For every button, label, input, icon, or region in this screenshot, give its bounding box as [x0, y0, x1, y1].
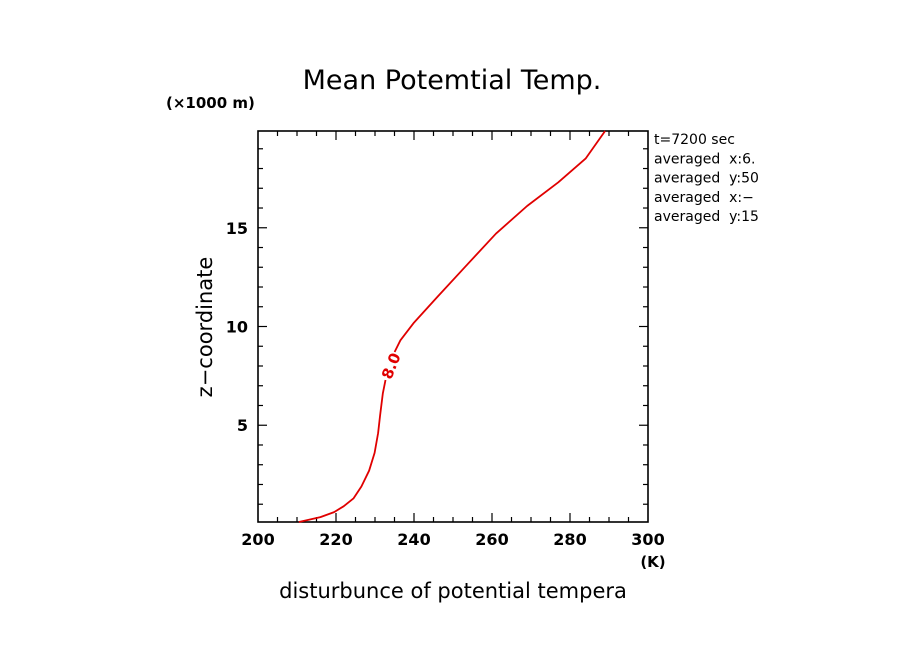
- info-line: t=7200 sec: [654, 132, 735, 148]
- y-tick-label: 5: [237, 416, 248, 435]
- y-tick-label: 15: [226, 219, 248, 238]
- series-layer: 8.0: [298, 130, 606, 523]
- info-block: t=7200 sec averaged x:6. averaged y:50 aver…: [654, 132, 759, 225]
- x-axis-title: disturbunce of potential tempera: [279, 579, 627, 603]
- y-tick-label: 10: [226, 318, 248, 337]
- info-line: averaged y:15: [654, 209, 759, 225]
- axis-ticks: [258, 131, 648, 522]
- info-line: averaged x:−: [654, 190, 754, 206]
- series-line-upper: [393, 130, 606, 353]
- x-tick-label: 280: [553, 530, 586, 549]
- chart-title: Mean Potemtial Temp.: [303, 65, 602, 96]
- info-line: averaged x:6.: [654, 151, 755, 167]
- y-axis-unit: (×1000 m): [166, 94, 255, 112]
- y-axis-title: z−coordinate: [193, 257, 217, 398]
- series-line-lower: [298, 379, 387, 523]
- plot-border: [257, 130, 649, 523]
- info-line: averaged y:50: [654, 171, 759, 187]
- x-axis-unit: (K): [640, 553, 665, 571]
- x-tick-label: 220: [319, 530, 352, 549]
- contour-label: 8.0: [378, 350, 405, 381]
- x-tick-label: 240: [397, 530, 430, 549]
- x-tick-label: 260: [475, 530, 508, 549]
- x-tick-label: 300: [631, 530, 664, 549]
- y-tick-labels: 5 10 15: [226, 219, 248, 435]
- x-tick-label: 200: [241, 530, 274, 549]
- plot-frame: [257, 130, 649, 523]
- x-tick-labels: 200 220 240 260 280 300: [241, 530, 664, 549]
